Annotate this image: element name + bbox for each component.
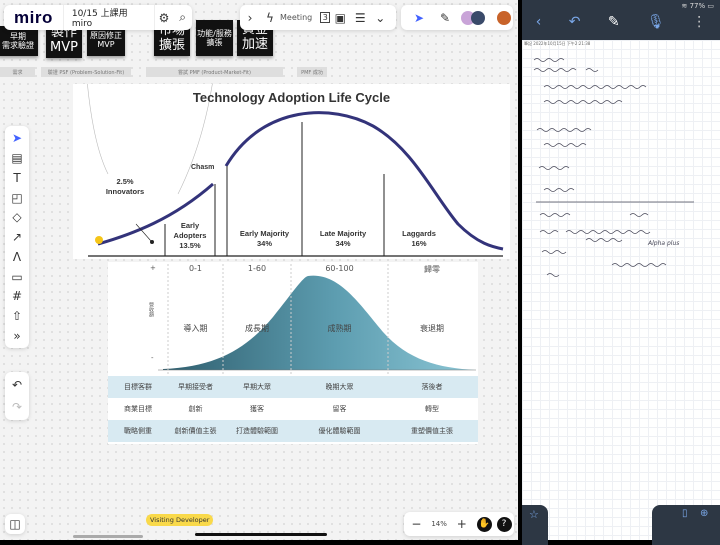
phase-label: 導入期 [183, 324, 208, 333]
axis-minus: - [151, 354, 154, 362]
cursor-icon[interactable]: ➤ [413, 10, 425, 25]
axis-label: 營收額 [148, 302, 154, 317]
zoom-controls: − 14% + ✋ ? [404, 512, 514, 536]
microphone-icon[interactable]: 🎙 [647, 14, 665, 30]
undo-icon[interactable]: ↶ [568, 14, 581, 30]
frame-icon[interactable]: # [11, 289, 23, 304]
avatar[interactable] [471, 10, 485, 25]
template-icon[interactable]: ▤ [11, 151, 23, 166]
left-toolbar: ➤ ▤ T ◰ ◇ ↗ Λ ▭ # ⇧ » [5, 126, 29, 348]
present-icon[interactable]: ▣ [334, 10, 346, 25]
stage-label: 驗證 PSF (Problem-Solution-Fit) [41, 67, 131, 77]
range-label: 1-60 [247, 264, 267, 273]
notes-toolbar: ≋ 77% ▭ ‹ ↶ ✎ 🎙 ⋮ [522, 0, 720, 40]
more-tools-icon[interactable]: » [13, 328, 21, 343]
status-bar: ≋ 77% ▭ [681, 2, 714, 10]
chart-title: Technology Adoption Life Cycle [192, 90, 391, 105]
favorites-panel: ☆ [522, 505, 548, 545]
stage-label: 嘗試 PMF (Product-Market-Fit) [146, 67, 283, 77]
axis-plus: + [150, 264, 156, 272]
segment-innovators: 2.5% Innovators [105, 177, 145, 196]
redo-icon[interactable]: ↷ [11, 399, 23, 414]
technology-adoption-image[interactable]: Technology Adoption Life Cycle Chasm 2.5… [73, 79, 510, 259]
split-view-divider[interactable] [518, 0, 522, 540]
more-chevron-icon[interactable]: ⌄ [375, 10, 386, 25]
horizontal-scrollbar[interactable] [73, 535, 143, 538]
range-label: 歸零 [424, 265, 440, 274]
stage-label: PMF 成功 [297, 67, 327, 77]
undo-icon[interactable]: ↶ [11, 378, 23, 393]
wifi-icon: ≋ [681, 2, 688, 10]
comment-icon[interactable]: ▭ [11, 269, 23, 284]
board-title[interactable]: 10/15 上課用 miro [62, 5, 155, 30]
history-toolbar: ↶ ↷ [5, 372, 29, 420]
range-label: 60-100 [325, 264, 354, 273]
search-icon[interactable]: ⌕ [179, 10, 186, 24]
lifecycle-curve-graphic [158, 264, 476, 377]
board-panel-button[interactable]: ◫ [5, 514, 25, 534]
hand-icon[interactable]: ✋ [476, 516, 492, 532]
segment-late-majority: Late Majority 34% [319, 229, 367, 248]
users-toolbar: ➤ ✎ [401, 5, 513, 30]
pen-icon[interactable]: ✎ [607, 14, 620, 30]
handwriting-text: Alpha plus [648, 240, 680, 247]
stage-label: 需求 [0, 67, 35, 77]
star-icon [95, 236, 103, 244]
zoom-level[interactable]: 14% [431, 520, 447, 528]
chevron-right-icon[interactable]: › [247, 10, 253, 25]
phase-label: 衰退期 [420, 324, 444, 333]
shapes-icon[interactable]: ◇ [12, 210, 22, 225]
star-icon[interactable]: ☆ [529, 508, 539, 521]
table-row: 目標客群 早期接受者 早期大眾 晚期大眾 落後者 [108, 376, 478, 398]
notes-icon[interactable]: ☰ [354, 10, 366, 25]
table-row: 戰略側重 創新價值主張 打造體驗範圍 優化體驗範圍 重塑價值主張 [108, 420, 478, 442]
upload-icon[interactable]: ⇧ [11, 308, 23, 323]
table-row: 商業目標 創新 獲客 留客 轉型 [124, 405, 439, 413]
zoom-icon[interactable]: ⊕ [700, 508, 709, 519]
sticky-note[interactable]: 功能/服務 擴張 [196, 20, 233, 56]
help-icon[interactable]: ? [496, 516, 512, 532]
meeting-button[interactable]: Meeting [280, 13, 313, 22]
sticky-note[interactable]: 早期 需求驗證 [0, 26, 38, 56]
visitor-badge: Visiting Developer [146, 514, 214, 526]
handwritten-note[interactable]: 筆記 2022年10月15日 下午2:21:38 Alpha plus [522, 40, 720, 540]
phase-label: 成熟期 [327, 324, 352, 333]
back-icon[interactable]: ‹ [535, 14, 542, 30]
lightning-icon[interactable]: ϟ [266, 10, 274, 25]
miro-logo[interactable]: miro [14, 7, 53, 27]
celebrate-icon[interactable]: ✎ [439, 10, 451, 25]
top-bar: miro 10/15 上課用 miro ⚙ ⌕ [4, 5, 192, 30]
pages-icon[interactable]: ▯ [682, 508, 688, 519]
product-lifecycle-image[interactable]: + - 營收額 0-1 1-60 60-100 歸零 導入期 成長期 成熟期 衰… [108, 262, 478, 444]
text-icon[interactable]: T [13, 170, 21, 185]
avatar[interactable] [497, 10, 511, 25]
notes-app: ≋ 77% ▭ ‹ ↶ ✎ 🎙 ⋮ 筆記 2022年10月15日 下午2:21:… [522, 0, 720, 545]
segment-laggards: Laggards 16% [402, 229, 436, 248]
segment-early-adopters: Early Adopters 13.5% [173, 221, 207, 250]
battery-level: 77% [689, 2, 706, 10]
phase-label: 成長期 [245, 324, 269, 333]
adoption-curve-graphic [86, 79, 504, 257]
settings-icon[interactable]: ⚙ [158, 10, 170, 25]
sticky-note-icon[interactable]: ◰ [11, 190, 23, 205]
segment-early-majority: Early Majority 34% [239, 229, 290, 248]
range-label: 0-1 [188, 264, 203, 273]
note-header: 筆記 2022年10月15日 下午2:21:38 [524, 41, 591, 46]
chasm-label: Chasm [191, 164, 215, 171]
frames-icon[interactable]: 3 [320, 12, 331, 23]
select-icon[interactable]: ➤ [11, 131, 23, 146]
sidebar-icon: ◫ [9, 517, 21, 531]
page-tools-panel: ▯ ⊕ [652, 505, 720, 545]
collab-toolbar: › ϟ Meeting 3 ▣ ☰ ⌄ [240, 5, 396, 30]
handwriting-strokes [533, 58, 694, 277]
pen-icon[interactable]: Λ [12, 249, 22, 264]
zoom-out-button[interactable]: − [411, 517, 422, 531]
battery-icon: ▭ [707, 2, 714, 10]
arrow-icon[interactable]: ↗ [11, 230, 23, 245]
home-indicator [195, 533, 327, 536]
zoom-in-button[interactable]: + [456, 517, 467, 531]
more-icon[interactable]: ⋮ [692, 14, 707, 30]
